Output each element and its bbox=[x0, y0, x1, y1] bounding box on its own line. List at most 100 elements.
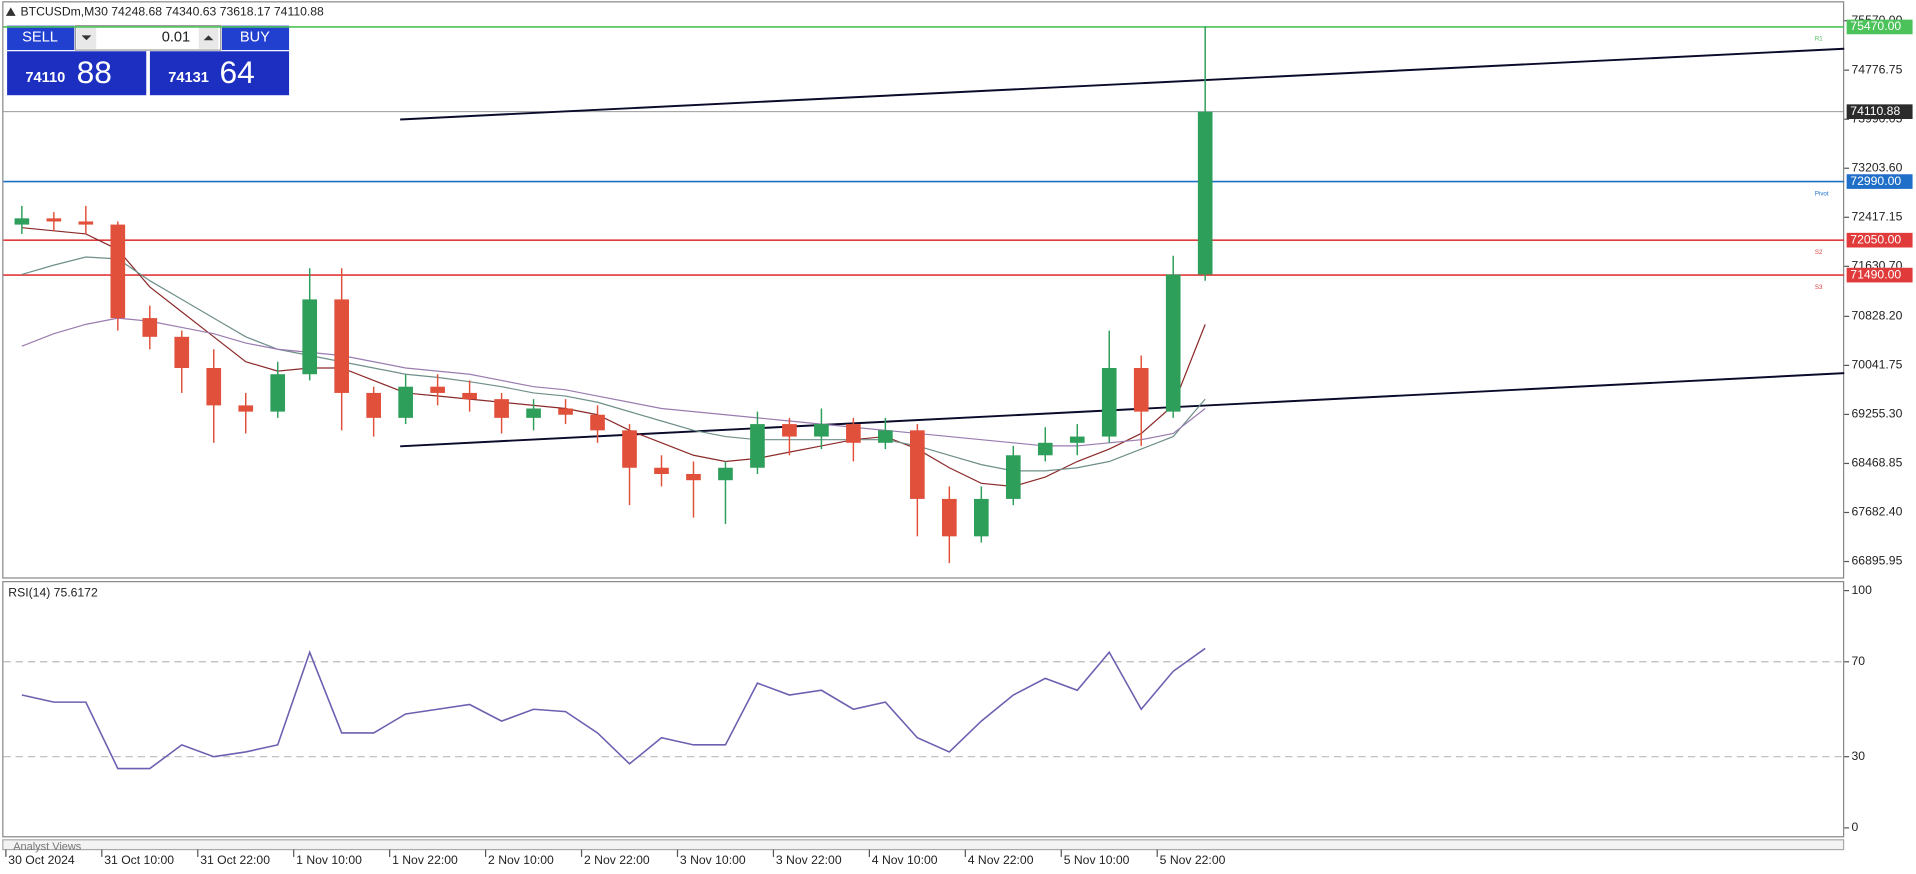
rsi-y-tick-label: 100 bbox=[1852, 583, 1873, 597]
x-tick-label: 2 Nov 22:00 bbox=[584, 853, 650, 867]
candle-body bbox=[430, 386, 445, 393]
lot-field[interactable] bbox=[74, 25, 222, 51]
trendline bbox=[400, 47, 1845, 121]
x-tick-label: 1 Nov 10:00 bbox=[296, 853, 362, 867]
level-label: 72990.00 bbox=[1850, 174, 1901, 188]
y-tick-label: 69255.30 bbox=[1852, 407, 1903, 421]
candle-body bbox=[686, 473, 701, 481]
level-label: 74110.88 bbox=[1850, 104, 1900, 118]
down-arrow bbox=[81, 35, 92, 41]
moving-average bbox=[21, 317, 1206, 447]
x-tick-label: 4 Nov 10:00 bbox=[872, 853, 938, 867]
footer-label[interactable]: Analyst Views bbox=[13, 841, 82, 853]
candle-body bbox=[590, 414, 605, 431]
bid-small: 88 bbox=[77, 54, 112, 90]
x-tick-label: 31 Oct 22:00 bbox=[200, 853, 270, 867]
buy-label: BUY bbox=[240, 30, 270, 46]
candle-body bbox=[334, 299, 350, 393]
y-tick-label: 68468.85 bbox=[1852, 456, 1903, 470]
lot-value: 0.01 bbox=[162, 30, 190, 46]
y-tick-label: 72417.15 bbox=[1852, 210, 1903, 224]
candle-body bbox=[238, 405, 254, 412]
candle-body bbox=[1133, 367, 1149, 412]
ask-big: 74131 bbox=[168, 70, 209, 86]
x-tick-label: 30 Oct 2024 bbox=[8, 853, 75, 867]
x-tick-label: 4 Nov 22:00 bbox=[968, 853, 1034, 867]
candle-body bbox=[750, 424, 765, 468]
chart-title: BTCUSDm,M30 74248.68 74340.63 73618.17 7… bbox=[21, 4, 325, 18]
ask-box[interactable] bbox=[149, 51, 290, 96]
rsi-y-tick-label: 0 bbox=[1852, 820, 1859, 834]
y-tick-label: 73203.60 bbox=[1852, 160, 1903, 174]
rsi-title: RSI(14) 75.6172 bbox=[8, 585, 98, 599]
level-label: 72050.00 bbox=[1850, 232, 1901, 246]
candle-body bbox=[654, 467, 669, 474]
level-tag: Pivot bbox=[1815, 190, 1829, 197]
x-tick-label: 3 Nov 10:00 bbox=[680, 853, 746, 867]
level-label-box bbox=[1846, 174, 1913, 189]
candle-body bbox=[942, 498, 957, 537]
footer-bar bbox=[2, 839, 1845, 851]
trade-panel: SELL 0.01 BUY 74110 88 74131 64 bbox=[7, 25, 290, 96]
candle-body bbox=[1165, 274, 1181, 412]
candle-body bbox=[174, 336, 190, 368]
y-tick-label: 70828.20 bbox=[1852, 309, 1903, 323]
candle-body bbox=[622, 430, 637, 468]
candle-body bbox=[814, 424, 829, 437]
x-tick-label: 31 Oct 10:00 bbox=[104, 853, 174, 867]
candle-body bbox=[1037, 442, 1053, 456]
level-label-box bbox=[1846, 232, 1913, 248]
candle-body bbox=[846, 424, 861, 443]
candle-body bbox=[398, 386, 413, 418]
level-label-box bbox=[1846, 104, 1913, 120]
level-label: 71490.00 bbox=[1850, 267, 1901, 281]
level-label-box bbox=[1846, 267, 1913, 283]
level-tag: R1 bbox=[1815, 36, 1823, 43]
up-arrow bbox=[203, 35, 214, 41]
x-tick-label: 5 Nov 10:00 bbox=[1064, 853, 1130, 867]
rsi-y-tick-label: 30 bbox=[1852, 749, 1866, 763]
x-tick-label: 2 Nov 10:00 bbox=[488, 853, 554, 867]
candle-body bbox=[270, 374, 286, 412]
y-tick-label: 74776.75 bbox=[1852, 62, 1903, 76]
candle-body bbox=[206, 367, 222, 406]
level-label: 75470.00 bbox=[1850, 19, 1901, 33]
x-tick-label: 3 Nov 22:00 bbox=[776, 853, 842, 867]
bid-box[interactable] bbox=[7, 51, 147, 96]
candle-body bbox=[1197, 111, 1213, 275]
candle-body bbox=[366, 392, 381, 418]
candle-body bbox=[78, 221, 94, 225]
candle-body bbox=[46, 218, 62, 222]
candle-body bbox=[142, 318, 158, 337]
rsi-line bbox=[21, 647, 1206, 770]
x-tick-label: 1 Nov 22:00 bbox=[392, 853, 458, 867]
candle-body bbox=[1005, 455, 1021, 499]
ask-small: 64 bbox=[219, 54, 254, 90]
candle-body bbox=[494, 399, 509, 418]
buy-button[interactable] bbox=[221, 25, 290, 51]
candle-body bbox=[14, 218, 30, 225]
candle-body bbox=[1101, 367, 1117, 437]
candle-body bbox=[718, 467, 733, 481]
candle-body bbox=[782, 424, 797, 437]
level-tag: S3 bbox=[1815, 284, 1823, 291]
candle-body bbox=[1069, 436, 1085, 443]
level-label-box bbox=[1846, 19, 1913, 35]
candle-body bbox=[526, 408, 541, 418]
collapse-icon[interactable] bbox=[5, 7, 16, 16]
candle-body bbox=[878, 430, 893, 443]
candle-body bbox=[462, 392, 477, 400]
y-tick-label: 66895.95 bbox=[1852, 554, 1903, 568]
level-tag: S2 bbox=[1815, 249, 1823, 256]
bid-big: 74110 bbox=[25, 70, 65, 86]
sell-label: SELL bbox=[22, 30, 58, 46]
candle-body bbox=[110, 224, 126, 319]
sell-button[interactable] bbox=[7, 25, 75, 51]
candle-body bbox=[910, 430, 925, 499]
rsi-y-tick-label: 70 bbox=[1852, 654, 1866, 668]
y-tick-label: 70041.75 bbox=[1852, 358, 1903, 372]
x-tick-label: 5 Nov 22:00 bbox=[1160, 853, 1226, 867]
y-tick-label: 67682.40 bbox=[1852, 505, 1903, 519]
